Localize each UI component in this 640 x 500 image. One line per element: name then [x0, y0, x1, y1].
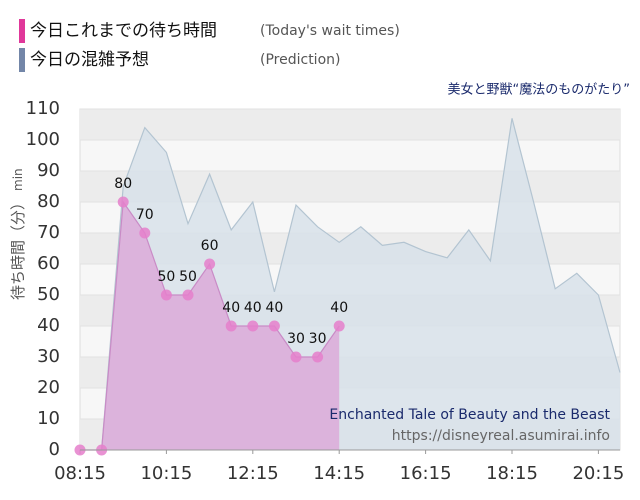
- watermark-url: https://disneyreal.asumirai.info: [392, 428, 610, 444]
- value-label: 40: [222, 300, 240, 316]
- y-tick-label: 40: [37, 315, 60, 336]
- data-point: [290, 351, 302, 363]
- value-label: 30: [309, 331, 327, 347]
- x-tick-label: 08:15: [54, 463, 106, 484]
- value-label: 70: [136, 207, 154, 223]
- data-point: [247, 320, 259, 332]
- x-tick-label: 10:15: [140, 463, 192, 484]
- data-point: [182, 289, 194, 301]
- legend-swatch: [19, 48, 25, 72]
- y-tick-label: 60: [37, 253, 60, 274]
- y-tick-label: 70: [37, 222, 60, 243]
- value-label: 40: [330, 300, 348, 316]
- y-tick-label: 10: [37, 408, 60, 429]
- y-axis-label: 待ち時間（分） min: [9, 168, 27, 300]
- y-unit: min: [11, 168, 25, 191]
- legend-label-en: (Today's wait times): [260, 23, 400, 39]
- x-tick-label: 12:15: [227, 463, 279, 484]
- grid-band: [80, 109, 620, 140]
- x-tick-label: 18:15: [486, 463, 538, 484]
- value-label: 50: [157, 269, 175, 285]
- data-point: [204, 258, 216, 270]
- legend-label: 今日の混雑予想: [30, 50, 149, 70]
- y-label: 待ち時間（分）: [9, 195, 27, 300]
- line: [101, 118, 621, 451]
- y-tick-label: 90: [37, 160, 60, 181]
- value-label: 30: [287, 331, 305, 347]
- data-point: [117, 196, 129, 208]
- data-point: [160, 289, 172, 301]
- y-tick-label: 80: [37, 191, 60, 212]
- value-label: 60: [201, 238, 219, 254]
- chart-subtitle: 美女と野獣“魔法のものがたり”: [448, 82, 630, 98]
- watermark-title: Enchanted Tale of Beauty and the Beast: [329, 407, 610, 423]
- y-tick-label: 30: [37, 346, 60, 367]
- data-point: [312, 351, 324, 363]
- x-tick-label: 14:15: [313, 463, 365, 484]
- y-tick-label: 110: [26, 98, 60, 119]
- legend-swatch: [19, 19, 25, 43]
- data-point: [139, 227, 151, 239]
- value-label: 50: [179, 269, 197, 285]
- plot-area: [74, 108, 621, 456]
- legend-label: 今日これまでの待ち時間: [30, 21, 217, 41]
- area: [80, 202, 340, 450]
- y-tick-label: 20: [37, 377, 60, 398]
- value-label: 40: [265, 300, 283, 316]
- data-point: [268, 320, 280, 332]
- legend-label-en: (Prediction): [260, 52, 340, 68]
- value-label: 80: [114, 176, 132, 192]
- data-point: [333, 320, 345, 332]
- x-tick-label: 16:15: [400, 463, 452, 484]
- data-point: [225, 320, 237, 332]
- y-tick-label: 100: [26, 129, 60, 150]
- x-tick-label: 20:15: [572, 463, 624, 484]
- value-label: 40: [244, 300, 262, 316]
- y-tick-label: 0: [49, 439, 60, 460]
- y-tick-label: 50: [37, 284, 60, 305]
